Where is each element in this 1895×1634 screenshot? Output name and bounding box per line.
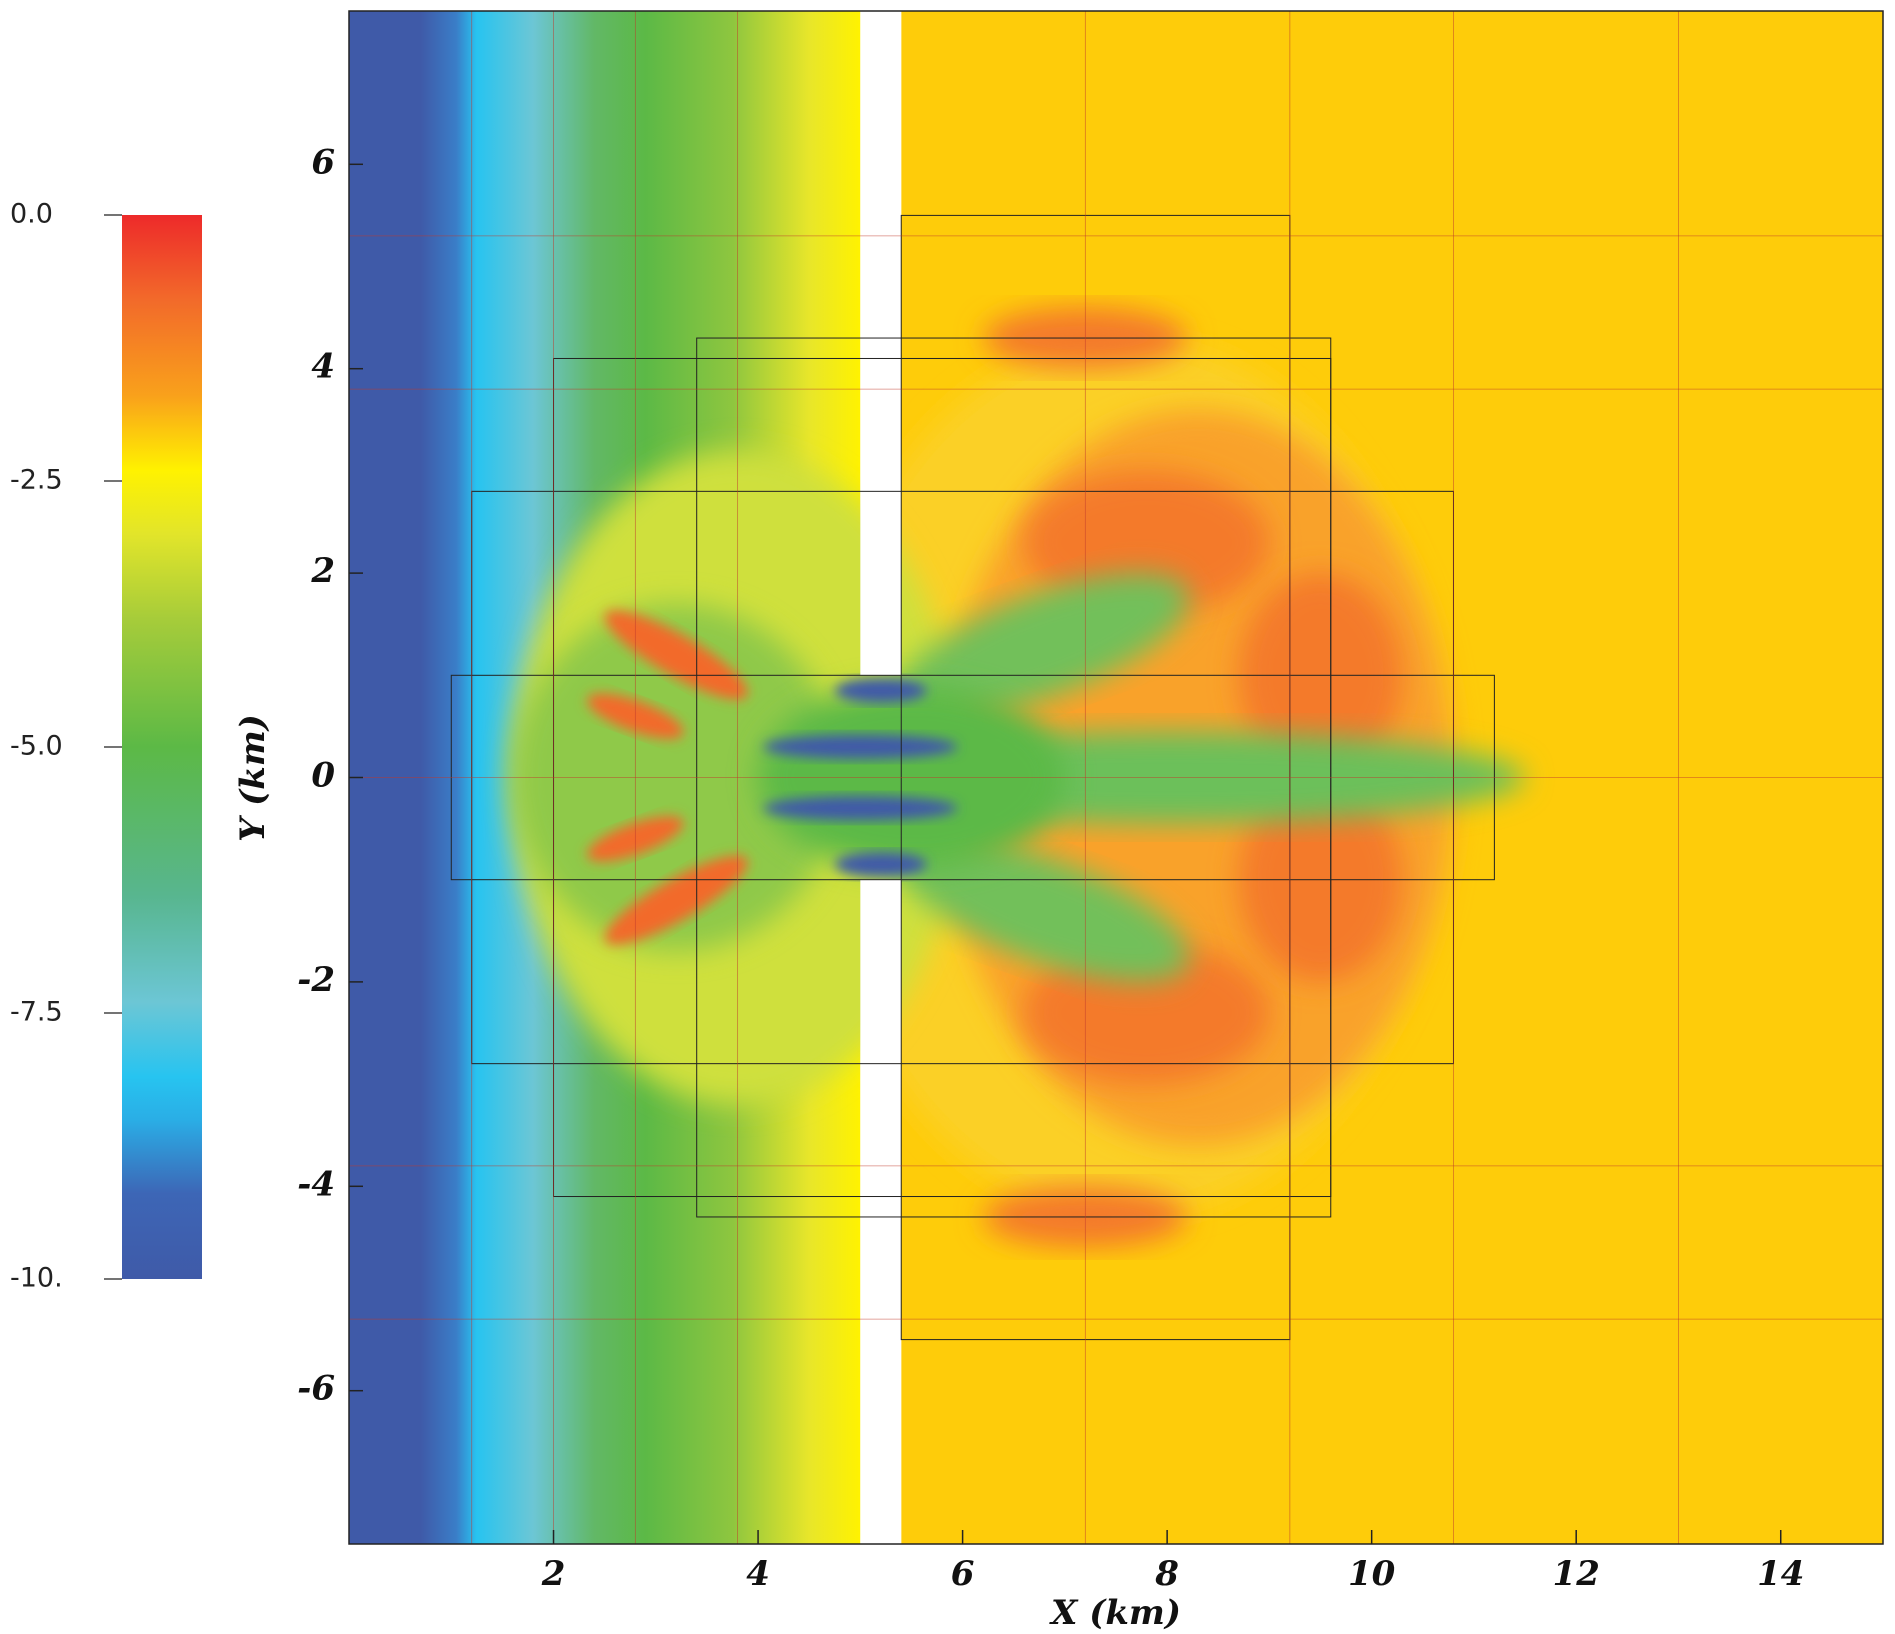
slit-bottom: [860, 879, 902, 1544]
y-tick-label: -6: [297, 1369, 335, 1409]
colorbar-tick-label: -10.: [10, 1263, 63, 1294]
field-blob: [899, 839, 1190, 982]
y-tick-label: -4: [297, 1164, 335, 1204]
y-axis-label: Y (km): [233, 714, 273, 842]
y-tick-label: 0: [311, 756, 335, 796]
colorbar-tick-label: 0.0: [10, 199, 53, 230]
x-tick-label: 6: [951, 1554, 975, 1594]
slit-top: [860, 11, 902, 676]
x-tick-label: 10: [1348, 1554, 1396, 1594]
field-blob: [834, 852, 927, 877]
y-tick-label: 4: [311, 347, 335, 387]
field-blob: [604, 855, 748, 945]
field-blob: [763, 734, 958, 760]
colorbar-tick-label: -2.5: [10, 465, 63, 496]
x-tick-label: 8: [1154, 1554, 1179, 1594]
x-tick-label: 12: [1553, 1554, 1600, 1594]
colorbar: [122, 215, 202, 1279]
x-tick-label: 2: [541, 1554, 566, 1594]
field: [349, 11, 1883, 1544]
y-tick-label: -2: [297, 960, 335, 1000]
y-tick-label: 6: [311, 142, 335, 182]
x-tick-label: 14: [1757, 1554, 1804, 1594]
field-blob: [604, 610, 748, 700]
field-blob: [834, 678, 927, 703]
x-tick-label: 4: [746, 1554, 770, 1594]
field-blob: [899, 573, 1190, 716]
field-blob: [763, 795, 958, 821]
x-axis-label: X (km): [1049, 1593, 1181, 1633]
y-tick-label: 2: [310, 551, 335, 591]
colorbar-tick-label: -5.0: [10, 731, 63, 762]
colorbar-tick-label: -7.5: [10, 997, 63, 1028]
